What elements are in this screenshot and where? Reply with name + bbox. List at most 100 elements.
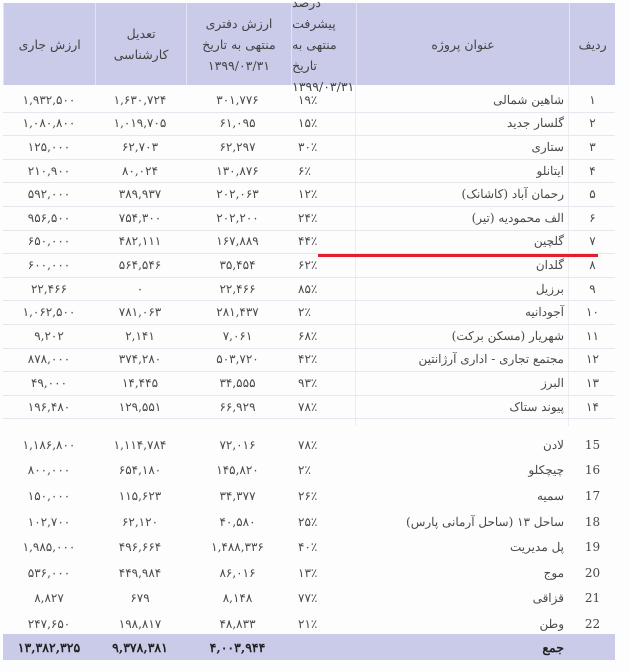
- project-title: قزاقی: [532, 591, 564, 606]
- row-number: ۷: [589, 234, 596, 249]
- project-title: لادن: [543, 437, 564, 452]
- adjustment: ۱,۰۱۹,۷۰۵: [113, 116, 167, 131]
- adjustment: ۱۲۹,۵۵۱: [118, 399, 162, 414]
- progress-percent: ۲۱٪: [298, 616, 318, 631]
- project-title: سمیه: [536, 488, 564, 503]
- table-row: ۲ گلسار جدید ۱۵٪ ۶۱,۰۹۵ ۱,۰۱۹,۷۰۵ ۱,۰۸۰,۸۰۰: [3, 112, 615, 137]
- adjustment: ۵۶۴,۵۴۶: [118, 257, 162, 272]
- adjustment: ۸۰,۰۲۴: [121, 163, 159, 178]
- current-value: ۱,۰۸۰,۸۰۰: [22, 116, 76, 131]
- project-title: مجتمع تجاری - اداری آرژانتین: [418, 352, 564, 367]
- header-title: عنوان پروژه: [355, 3, 570, 85]
- book-value: ۲۰۲,۲۰۰: [216, 210, 259, 225]
- row-number: ۹: [589, 281, 596, 296]
- total-current-value: ۱۳,۳۸۲,۳۲۵: [17, 639, 81, 655]
- project-title: الف محمودیه (تیر): [471, 210, 564, 225]
- adjustment: ۳۸۹,۹۳۷: [118, 187, 162, 202]
- progress-percent: ۱۹٪: [298, 92, 318, 107]
- book-value: ۲۰۲,۰۶۳: [216, 187, 259, 202]
- total-book-value: ۴,۰۰۳,۹۴۴: [209, 639, 266, 655]
- book-value: ۳۵,۴۵۴: [219, 257, 256, 272]
- table-row: 16 چیچکلو ۲٪ ۱۴۵,۸۲۰ ۶۵۴,۱۸۰ ۸۰۰,۰۰۰: [3, 458, 615, 484]
- book-value: ۶۱,۰۹۵: [219, 116, 256, 131]
- current-value: ۱,۹۳۲,۵۰۰: [22, 92, 76, 107]
- table-row: 22 وطن ۲۱٪ ۴۸,۸۳۳ ۱۹۸,۸۱۷ ۲۴۷,۶۵۰: [3, 611, 615, 637]
- book-value: ۶۶,۹۲۹: [219, 399, 256, 414]
- project-title: پیوند ستاک: [509, 399, 564, 414]
- book-value: ۷۲,۰۱۶: [219, 437, 256, 452]
- current-value: ۸۷۸,۰۰۰: [27, 352, 71, 367]
- book-value: ۵۰۳,۷۲۰: [216, 352, 259, 367]
- table-row: ۷ گلچین ۴۴٪ ۱۶۷,۸۸۹ ۴۸۲,۱۱۱ ۶۵۰,۰۰۰: [3, 230, 615, 255]
- progress-percent: ۹۳٪: [298, 375, 318, 390]
- header-row-no: ردیف: [569, 3, 615, 85]
- book-value: ۱,۴۸۸,۳۳۶: [211, 540, 264, 555]
- project-title: گلسار جدید: [506, 116, 564, 131]
- progress-percent: ۶۲٪: [298, 257, 318, 272]
- project-title: رحمان آباد (کاشانک): [461, 187, 564, 202]
- book-value: ۱۴۵,۸۲۰: [216, 463, 259, 478]
- book-value: ۶۲,۲۹۷: [219, 139, 256, 154]
- current-value: ۶۵۰,۰۰۰: [27, 234, 71, 249]
- table-row: 21 قزاقی ۷۷٪ ۸,۱۴۸ ۶۷۹ ۸,۸۲۷: [3, 586, 615, 612]
- adjustment: ۶۲,۷۰۳: [121, 139, 159, 154]
- adjustment: ۲,۱۴۱: [125, 328, 155, 343]
- adjustment: ۴۹۶,۶۶۴: [118, 540, 162, 555]
- adjustment: ۱۱۵,۶۲۳: [118, 488, 162, 503]
- book-value: ۴۰,۵۸۰: [219, 514, 256, 529]
- table-row: ۱ شاهین شمالی ۱۹٪ ۳۰۱,۷۷۶ ۱,۶۳۰,۷۲۴ ۱,۹۳۲,۵۰۰: [3, 88, 615, 113]
- current-value: ۹۵۶,۵۰۰: [27, 210, 71, 225]
- header-book-value: ارزش دفتری منتهی به تاریخ ۱۳۹۹/۰۳/۳۱: [185, 3, 291, 85]
- project-title: وطن: [539, 616, 564, 631]
- adjustment: ۱,۶۳۰,۷۲۴: [113, 92, 167, 107]
- adjustment: ۳۷۴,۲۸۰: [118, 352, 162, 367]
- progress-percent: ۷۷٪: [298, 591, 318, 606]
- project-title: ساحل ۱۳ (ساحل آرمانی پارس): [406, 514, 564, 529]
- current-value: ۱۵۰,۰۰۰: [27, 488, 71, 503]
- book-value: ۳۴,۵۵۵: [219, 375, 256, 390]
- progress-percent: ۲۴٪: [298, 210, 318, 225]
- current-value: ۱۰۲,۷۰۰: [27, 514, 71, 529]
- row-number: ۸: [589, 257, 596, 272]
- progress-percent: ۲٪: [298, 305, 311, 320]
- current-value: ۲۱۰,۹۰۰: [27, 163, 71, 178]
- row-number: ۵: [589, 187, 596, 202]
- table-row: 19 پل مدیریت ۴۰٪ ۱,۴۸۸,۳۳۶ ۴۹۶,۶۶۴ ۱,۹۸۵,۰۰۰: [3, 534, 615, 560]
- row-number: 21: [584, 591, 601, 606]
- table-row: ۱۱ شهریار (مسکن برکت) ۶۸٪ ۷,۰۶۱ ۲,۱۴۱ ۹,۲۰۲: [3, 324, 615, 349]
- total-adjustment: ۹,۳۷۸,۳۸۱: [112, 639, 168, 655]
- book-value: ۱۳۰,۸۷۶: [216, 163, 259, 178]
- row-number: ۴: [589, 163, 596, 178]
- book-value: ۸,۱۴۸: [222, 591, 253, 606]
- row-number: 19: [584, 540, 601, 555]
- row-number: 15: [584, 437, 601, 452]
- progress-percent: ۷۸٪: [298, 399, 318, 414]
- book-value: ۴۸,۸۳۳: [219, 616, 256, 631]
- current-value: ۱,۹۸۵,۰۰۰: [22, 540, 76, 555]
- row-number: ۱۰: [586, 305, 599, 320]
- project-title: شاهین شمالی: [493, 92, 564, 107]
- table-row: 20 موج ۱۳٪ ۸۶,۰۱۶ ۴۴۹,۹۸۴ ۵۳۶,۰۰۰: [3, 560, 615, 586]
- progress-percent: ۴۰٪: [298, 540, 318, 555]
- total-label: جمع: [542, 639, 564, 655]
- total-row: جمع ۴,۰۰۳,۹۴۴ ۹,۳۷۸,۳۸۱ ۱۳,۳۸۲,۳۲۵: [3, 634, 615, 660]
- table-row: ۵ رحمان آباد (کاشانک) ۱۲٪ ۲۰۲,۰۶۳ ۳۸۹,۹۳۷ ۵۹۲…: [3, 182, 615, 207]
- row-number: ۱۱: [586, 328, 599, 343]
- row-number: ۱۳: [586, 375, 599, 390]
- project-title: برزیل: [535, 281, 564, 296]
- current-value: ۱۲۵,۰۰۰: [27, 139, 71, 154]
- current-value: ۱۹۶,۴۸۰: [27, 399, 71, 414]
- progress-percent: ۶٪: [298, 163, 311, 178]
- current-value: ۱,۰۶۲,۵۰۰: [22, 305, 76, 320]
- progress-percent: ۲٪: [298, 463, 311, 478]
- current-value: ۵۹۲,۰۰۰: [27, 187, 71, 202]
- progress-percent: ۴۲٪: [298, 352, 318, 367]
- adjustment: ۴۸۲,۱۱۱: [118, 234, 162, 249]
- row-number: 22: [584, 616, 601, 631]
- row-number: ۲: [589, 116, 596, 131]
- progress-percent: ۲۵٪: [298, 514, 318, 529]
- table-row: ۶ الف محمودیه (تیر) ۲۴٪ ۲۰۲,۲۰۰ ۷۵۴,۳۰۰ ۹۵۶,۵…: [3, 206, 615, 231]
- table-row: 18 ساحل ۱۳ (ساحل آرمانی پارس) ۲۵٪ ۴۰,۵۸۰ ۶۲,…: [3, 509, 615, 535]
- progress-percent: ۱۳٪: [298, 565, 318, 580]
